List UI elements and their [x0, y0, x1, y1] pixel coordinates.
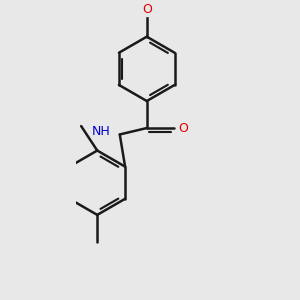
Text: O: O: [178, 122, 188, 134]
Text: O: O: [142, 3, 152, 16]
Text: NH: NH: [92, 125, 111, 138]
